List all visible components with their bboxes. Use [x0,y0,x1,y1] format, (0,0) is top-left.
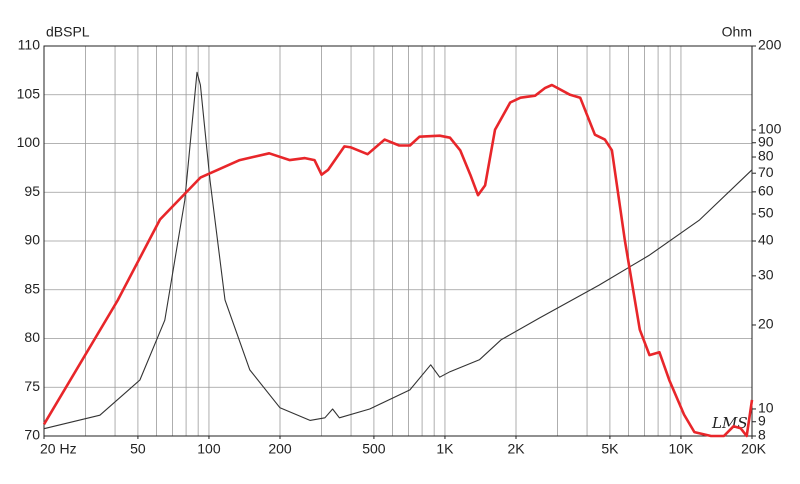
y-tick-label: 105 [17,85,41,101]
y-axis-label: dBSPL [46,24,90,40]
y-tick-label: 75 [24,378,40,394]
y-tick-label: 85 [24,280,40,296]
x-tick-label: 1K [436,441,454,457]
y2-tick-label: 40 [758,232,774,248]
x-tick-label: 10K [668,441,694,457]
x-tick-label: 200 [268,441,292,457]
y-tick-label: 100 [17,134,41,150]
x-tick-label: 20K [741,441,767,457]
y-tick-label: 90 [24,232,40,248]
y2-tick-label: 80 [758,148,774,164]
x-tick-label: 100 [197,441,221,457]
y2-tick-label: 100 [758,121,782,137]
y2-tick-label: 60 [758,183,774,199]
y-tick-label: 95 [24,183,40,199]
plot-frame [43,45,753,437]
y-tick-label: 70 [24,427,40,443]
x-tick-label: 2K [507,441,525,457]
y2-tick-label: 90 [758,133,774,149]
y-tick-label: 110 [18,37,41,53]
y2-tick-label: 9 [758,412,766,428]
series-line [43,71,753,430]
series-line [42,83,754,438]
y2-tick-label: 30 [758,267,774,283]
x-tick-label: 50 [130,441,146,457]
y2-tick-label: 8 [758,427,766,443]
y-tick-label: 80 [24,329,40,345]
y2-tick-label: 50 [758,205,774,221]
x-tick-label: 20 Hz [40,441,77,457]
x-tick-label: 500 [362,441,386,457]
y2-axis-label: Ohm [722,24,752,40]
y2-tick-label: 200 [758,37,782,53]
y2-tick-label: 70 [758,164,774,180]
y2-tick-label: 10 [758,400,774,416]
y2-tick-label: 20 [758,316,774,332]
x-tick-label: 5K [601,441,619,457]
